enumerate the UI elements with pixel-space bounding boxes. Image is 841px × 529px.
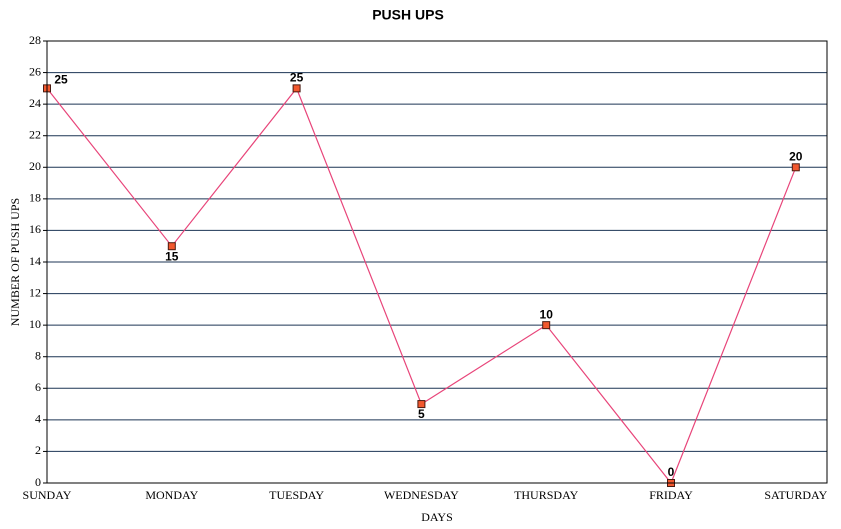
data-label: 10 — [540, 307, 554, 321]
y-axis-title: NUMBER OF PUSH UPS — [8, 198, 22, 326]
y-tick-label: 18 — [29, 191, 41, 205]
y-tick-label: 24 — [29, 96, 41, 110]
x-tick-label: TUESDAY — [269, 488, 324, 502]
x-tick-label: WEDNESDAY — [384, 488, 459, 502]
y-tick-label: 26 — [29, 64, 41, 78]
plot-frame — [46, 40, 828, 484]
x-tick-label: FRIDAY — [649, 488, 693, 502]
y-tick-label: 10 — [29, 317, 41, 331]
data-label: 15 — [165, 249, 179, 263]
y-tick-label: 14 — [29, 254, 41, 268]
data-point — [542, 321, 551, 330]
y-tick-label: 4 — [35, 412, 41, 426]
data-point — [791, 163, 800, 172]
y-tick-label: 20 — [29, 159, 41, 173]
data-point — [167, 242, 176, 251]
x-axis-title: DAYS — [421, 510, 453, 524]
x-tick-label: SUNDAY — [23, 488, 72, 502]
y-tick-label: 8 — [35, 348, 41, 362]
chart-title: PUSH UPS — [372, 7, 444, 23]
x-tick-label: SATURDAY — [764, 488, 827, 502]
x-tick-label: THURSDAY — [514, 488, 579, 502]
y-tick-label: 6 — [35, 380, 41, 394]
y-tick-label: 12 — [29, 285, 41, 299]
y-tick-label: 16 — [29, 222, 41, 236]
data-label: 20 — [789, 149, 803, 163]
data-point — [417, 400, 426, 409]
y-tick-label: 2 — [35, 443, 41, 457]
x-tick-label: MONDAY — [145, 488, 198, 502]
data-point — [292, 84, 301, 93]
data-label: 0 — [668, 465, 675, 479]
data-label: 5 — [418, 407, 425, 421]
data-label: 25 — [54, 73, 68, 87]
y-tick-label: 28 — [29, 33, 41, 47]
y-tick-label: 22 — [29, 127, 41, 141]
y-tick-label: 0 — [35, 475, 41, 489]
data-label: 25 — [290, 71, 304, 85]
